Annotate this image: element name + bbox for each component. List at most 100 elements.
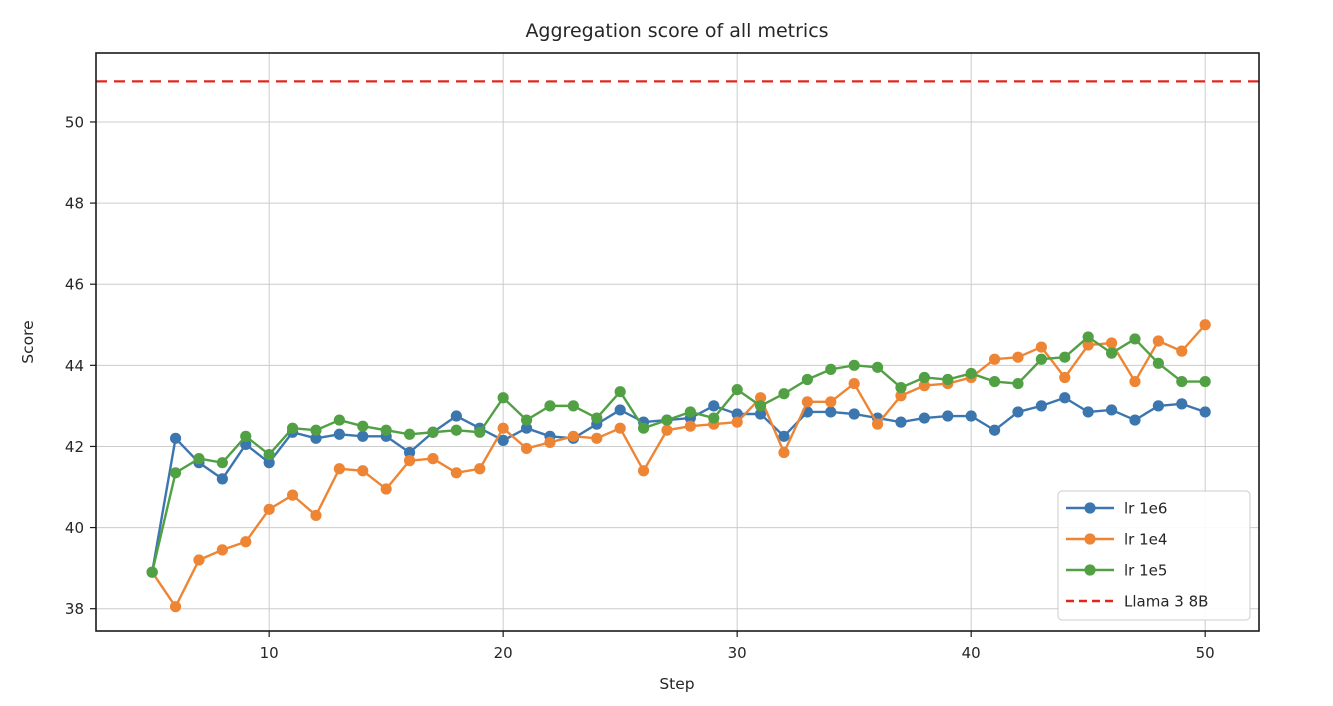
series-lr-1e4-marker [988, 353, 1001, 365]
series-lr-1e4-line [151, 323, 1207, 608]
series-lr-1e4-marker [263, 503, 275, 515]
chart-title: Aggregation score of all metrics [525, 20, 828, 42]
series-lr-1e5-marker [1035, 353, 1047, 365]
legend-label: lr 1e6 [1124, 500, 1167, 518]
grid-layer [96, 53, 1259, 631]
series-lr-1e4-marker [661, 424, 673, 436]
series-lr-1e5-marker [286, 422, 299, 434]
series-lr-1e5-marker [403, 428, 416, 440]
series-lr-1e4-marker [427, 453, 439, 465]
series-lr-1e5-marker [614, 386, 626, 398]
plot-frame [95, 52, 1260, 632]
series-lr-1e5-marker [731, 384, 743, 396]
series-lr-1e5-marker [310, 424, 322, 436]
series-lr-1e5-marker [216, 457, 228, 469]
series-layer [96, 80, 1259, 613]
series-lr-1e5-marker [965, 367, 977, 380]
series-lr-1e5-marker [520, 414, 533, 426]
series-lr-1e4-marker [591, 432, 603, 444]
series-lr-1e4-marker [310, 509, 322, 521]
series-lr-1e5-line [150, 335, 1206, 573]
series-lr-1e6-marker [263, 457, 275, 469]
series-lr-1e4-marker [778, 446, 790, 459]
legend-item: lr 1e5 [1066, 562, 1167, 580]
series-lr-1e5-marker [871, 361, 884, 373]
series-lr-1e6-line [150, 396, 1206, 573]
series-lr-1e6-marker [942, 410, 954, 422]
series-lr-1e4-marker [240, 536, 252, 548]
series-lr-1e4-marker [1059, 371, 1071, 384]
series-lr-1e4-marker [216, 544, 228, 556]
series-lr-1e6-marker [1129, 414, 1141, 426]
series-lr-1e6-marker [895, 416, 907, 428]
series-lr-1e6-marker [778, 430, 790, 442]
legend-label: Llama 3 8B [1124, 593, 1208, 611]
legend-item: Llama 3 8B [1066, 593, 1208, 611]
legend-label: lr 1e4 [1124, 531, 1167, 549]
series-lr-1e6-marker [848, 408, 860, 420]
series-lr-1e5-marker [778, 388, 790, 400]
series-lr-1e5-marker [450, 424, 462, 436]
series-lr-1e5-marker [357, 420, 369, 432]
y-tick-label-40: 40 [65, 519, 84, 537]
series-lr-1e5-marker [193, 453, 205, 465]
series-lr-1e6-marker [357, 430, 369, 442]
series-lr-1e5-marker [474, 426, 486, 438]
series-lr-1e5-marker [1199, 375, 1211, 388]
series-lr-1e6-marker [1176, 398, 1188, 410]
series-lr-1e4-marker [1035, 341, 1047, 353]
series-lr-1e4-marker [450, 467, 462, 479]
series-lr-1e4-marker [169, 601, 182, 613]
series-lr-1e5-marker [661, 414, 673, 426]
legend-item: lr 1e4 [1066, 531, 1167, 549]
series-lr-1e6-marker [918, 412, 930, 424]
series-lr-1e6-marker [1105, 404, 1118, 416]
series-lr-1e4-marker [614, 422, 626, 434]
series-lr-1e4-marker [754, 392, 767, 404]
legend-item: lr 1e6 [1066, 500, 1167, 518]
series-lr-1e5-marker [1129, 333, 1141, 345]
series-lr-1e5-marker [754, 400, 767, 412]
x-tick-label-10: 10 [260, 644, 279, 662]
series-lr-1e6-marker [965, 410, 977, 422]
series-lr-1e5-marker [169, 467, 182, 479]
series-lr-1e6-marker [1059, 392, 1071, 404]
series-lr-1e6-marker [731, 408, 743, 420]
series-lr-1e4-marker [357, 465, 369, 477]
series-lr-1e6-marker [1152, 400, 1164, 412]
series-lr-1e6 [146, 392, 1211, 578]
series-lr-1e4-marker [1199, 319, 1211, 331]
series-lr-1e4-marker [286, 489, 299, 501]
legend-label: lr 1e5 [1124, 562, 1167, 580]
x-tick-label-50: 50 [1196, 644, 1215, 662]
series-lr-1e4-marker [1152, 335, 1164, 347]
series-lr-1e5-marker [708, 412, 720, 424]
axis-layer: 10 20 30 40 50 38 40 42 44 46 48 50 [65, 113, 1215, 662]
y-tick-label-48: 48 [65, 195, 84, 213]
series-lr-1e5-marker [637, 422, 650, 434]
x-axis-label: Step [659, 675, 694, 693]
y-axis-label: Score [19, 320, 37, 363]
series-lr-1e6-marker [825, 406, 837, 418]
x-tick-label-30: 30 [728, 644, 747, 662]
series-lr-1e5-marker [380, 424, 392, 436]
series-lr-1e6-marker [497, 434, 509, 446]
legend-marker-icon [1084, 533, 1096, 545]
series-lr-1e4-marker [871, 418, 884, 430]
series-lr-1e4-marker [520, 442, 533, 455]
series-lr-1e4-marker [637, 465, 650, 477]
series-lr-1e4-marker [333, 463, 345, 475]
series-lr-1e5-marker [895, 382, 907, 394]
legend-box [1057, 490, 1251, 621]
series-lr-1e5-marker [263, 448, 275, 461]
series-lr-1e6-marker [988, 424, 1001, 436]
series-lr-1e5-marker [1152, 357, 1164, 369]
series-lr-1e5-marker [988, 375, 1001, 388]
series-lr-1e5-marker [146, 566, 158, 578]
series-lr-1e5-marker [333, 414, 345, 426]
series-lr-1e6-marker [333, 428, 345, 440]
series-lr-1e5-marker [427, 426, 439, 438]
series-lr-1e5-marker [544, 400, 556, 412]
series-lr-1e5-marker [684, 406, 696, 418]
